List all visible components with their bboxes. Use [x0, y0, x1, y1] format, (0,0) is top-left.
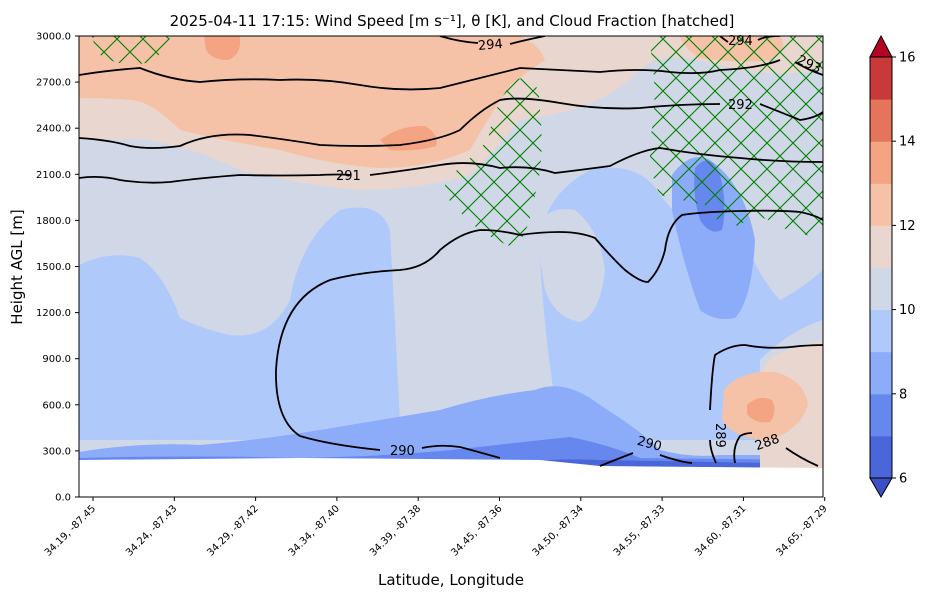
x-tick-label: 34.34, -87.40	[287, 503, 342, 558]
y-tick-label: 3000.0	[36, 32, 71, 43]
colorbar-tick-label: 10	[899, 303, 916, 318]
colorbar-tick-label: 6	[899, 472, 907, 487]
colorbar-segment	[870, 183, 892, 226]
wind-band-10-11-pocket	[535, 209, 605, 322]
colorbar-segment	[870, 225, 892, 268]
x-tick-label: 34.45, -87.36	[449, 503, 504, 558]
colorbar-extend-high	[869, 34, 893, 58]
x-tick-label: 34.29, -87.42	[205, 503, 260, 558]
wind-band-9-10-lower	[79, 167, 823, 440]
chart-title: 2025-04-11 17:15: Wind Speed [m s⁻¹], θ …	[170, 12, 735, 30]
x-tick-label: 34.55, -87.33	[612, 503, 667, 558]
x-tick-label: 34.60, -87.31	[693, 503, 748, 558]
y-tick-label: 300.0	[42, 446, 71, 457]
y-tick-label: 2400.0	[36, 124, 71, 135]
colorbar-segment	[870, 435, 892, 479]
contour-label-290-right: 290	[635, 434, 663, 455]
theta-contour-290	[275, 209, 823, 451]
x-axis-label: Latitude, Longitude	[378, 571, 524, 589]
theta-contour-289	[709, 344, 823, 464]
y-tick-label: 1800.0	[36, 216, 71, 227]
contour-label-290: 290	[390, 444, 415, 459]
contour-label-289: 289	[712, 423, 727, 448]
y-tick-label: 2100.0	[36, 170, 71, 181]
theta-contour-294	[439, 36, 546, 45]
wind-band-13-14-mid	[380, 125, 437, 151]
colorbar-segment	[870, 309, 892, 353]
y-tick-label: 900.0	[42, 354, 71, 365]
colorbar-tick-label: 12	[899, 219, 916, 234]
y-tick-label: 1500.0	[36, 262, 71, 273]
cloud-hatch-right	[648, 36, 823, 238]
colorbar-segment	[870, 99, 892, 142]
theta-contour-291	[79, 147, 823, 184]
colorbar-tick-label: 16	[899, 51, 916, 66]
x-tick-label: 34.39, -87.38	[368, 503, 423, 558]
y-tick-label: 2700.0	[36, 78, 71, 89]
contour-label-292: 292	[728, 98, 753, 113]
theta-contour-293	[79, 59, 823, 91]
x-tick-label: 34.50, -87.34	[531, 503, 586, 558]
contour-label-294-right: 294	[728, 34, 753, 49]
colorbar: 6 8 10 12 14 16	[869, 34, 916, 498]
cloud-hatch-top-left	[92, 36, 170, 65]
colorbar-segment	[870, 57, 892, 100]
colorbar-segment	[870, 141, 892, 184]
y-axis-label: Height AGL [m]	[8, 209, 26, 324]
x-tick-label: 34.65, -87.29	[775, 503, 830, 558]
theta-contour-288	[733, 432, 819, 467]
contour-label-291: 291	[336, 169, 361, 184]
y-tick-label: 1200.0	[36, 308, 71, 319]
y-tick-label: 0.0	[55, 493, 71, 504]
x-axis: 34.19, -87.45 34.24, -87.43 34.29, -87.42 3…	[43, 497, 830, 559]
colorbar-segment	[870, 351, 892, 395]
colorbar-segment	[870, 267, 892, 311]
wind-band-13-14-right	[747, 397, 775, 423]
wind-band-13-14-upper	[204, 36, 241, 60]
x-tick-label: 34.19, -87.45	[43, 503, 98, 558]
theta-contours	[79, 36, 823, 467]
theta-contour-292	[79, 97, 823, 149]
colorbar-tick-label: 14	[899, 135, 916, 150]
contour-label-294: 294	[477, 37, 503, 54]
y-axis: 0.0 300.0 600.0 900.0 1200.0 1500.0 1800.0 2100…	[36, 32, 79, 504]
plot-area	[79, 36, 823, 497]
colorbar-segment	[870, 393, 892, 437]
colorbar-tick-label: 8	[899, 387, 907, 402]
theta-contour-290-lower	[421, 444, 634, 467]
x-tick-label: 34.24, -87.43	[124, 503, 179, 558]
terrain-mask	[79, 458, 823, 497]
theta-contour-290-right	[659, 454, 693, 464]
colorbar-extend-low	[869, 477, 893, 498]
colorbar-frame	[869, 56, 893, 479]
y-tick-label: 600.0	[42, 400, 71, 411]
cloud-hatch-center	[444, 78, 542, 248]
